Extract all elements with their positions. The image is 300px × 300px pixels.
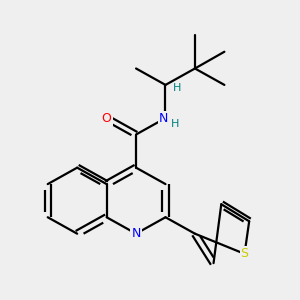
Text: H: H [171,119,180,129]
Text: O: O [102,112,112,124]
Text: N: N [131,227,141,240]
Text: S: S [241,247,248,260]
Text: N: N [158,112,168,124]
Text: H: H [173,83,182,93]
